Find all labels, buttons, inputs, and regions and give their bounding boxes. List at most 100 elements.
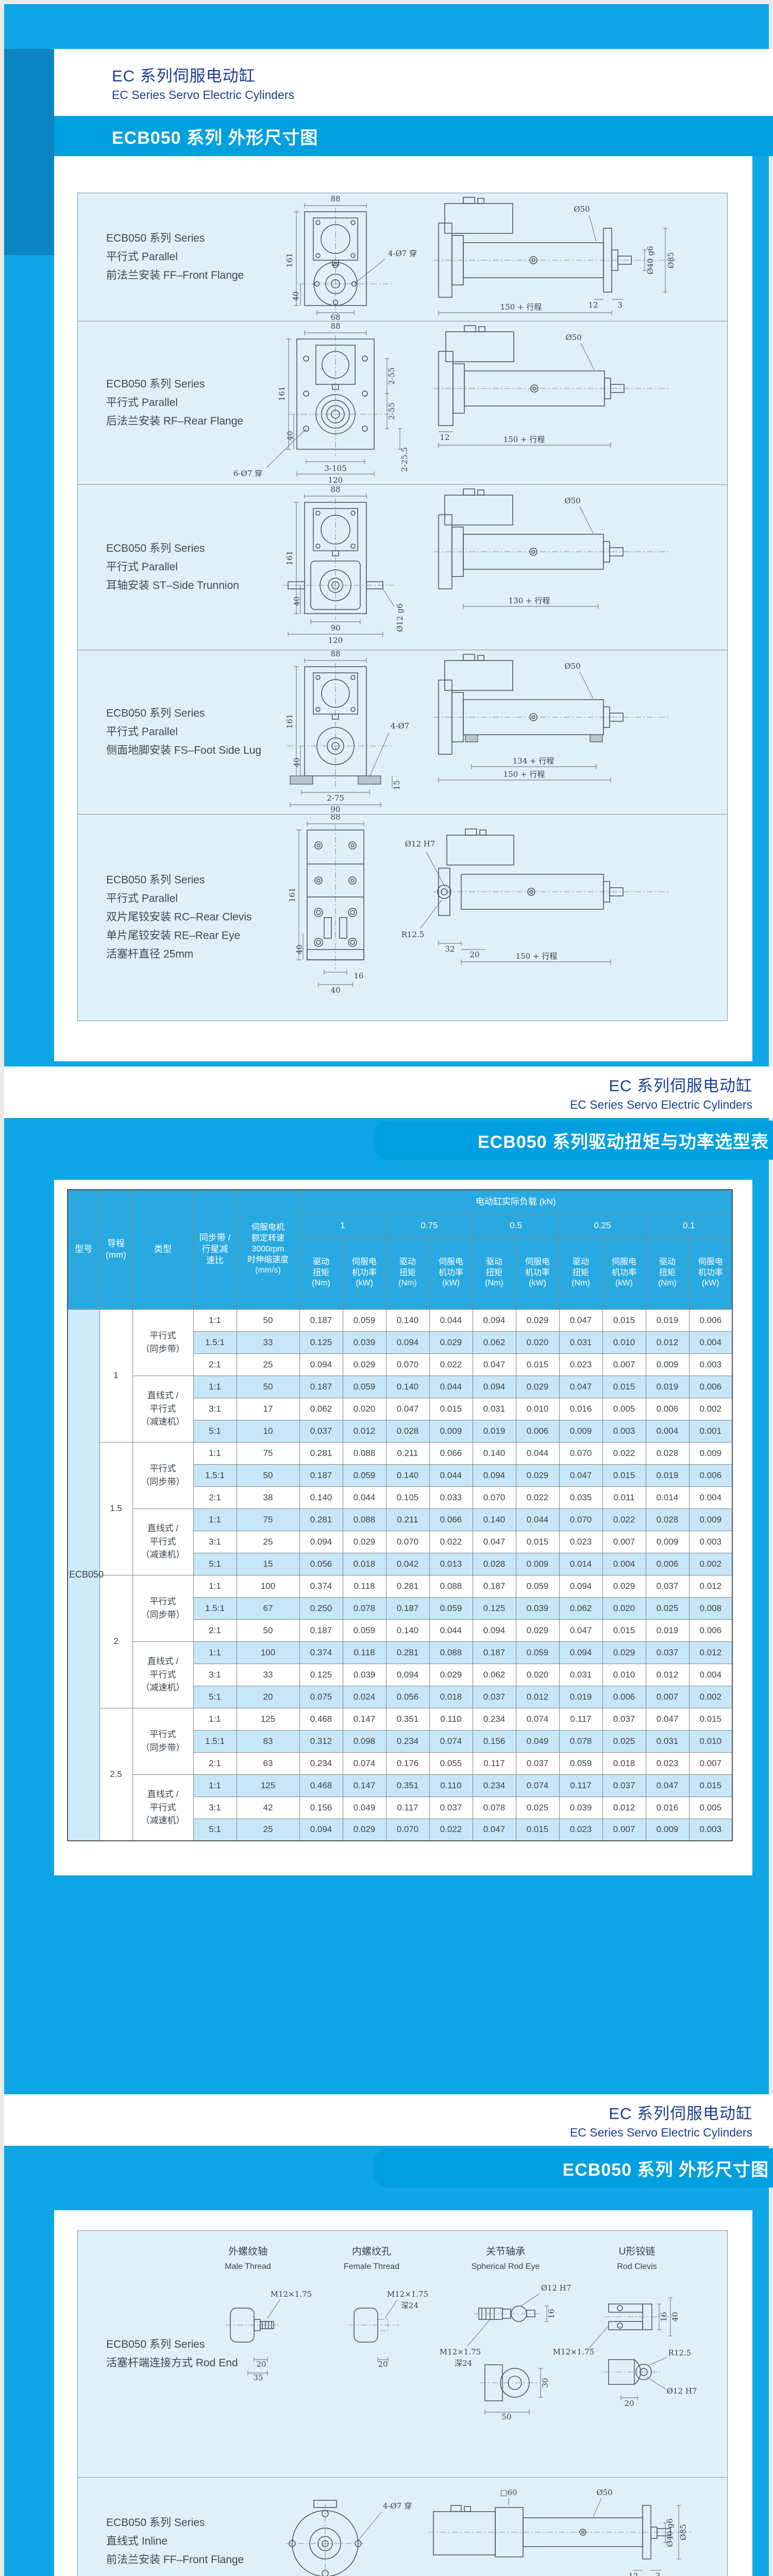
value-cell: 0.066 [429,1442,473,1465]
panel-label-line: 平行式 Parallel [106,725,178,738]
value-cell: 0.044 [515,1442,560,1465]
type-cell: 直线式 / 平行式 （减速机） [132,1508,194,1575]
value-cell: 0.023 [559,1530,603,1553]
value-cell: 0.059 [515,1574,560,1598]
dim-label: 150 + 行程 [503,435,545,444]
value-cell: 0.059 [342,1309,386,1332]
speed-cell: 50 [236,1619,300,1642]
ratio-cell: 1.5:1 [193,1597,237,1620]
speed-cell: 125 [236,1707,300,1731]
value-cell: 0.031 [645,1730,690,1753]
value-cell: 0.062 [472,1663,516,1686]
section-a-title-en: EC Series Servo Electric Cylinders [112,88,295,101]
panel-label-line: 直线式 Inline [106,2535,168,2547]
value-cell: 0.374 [299,1641,343,1664]
dim-label: 150 + 行程 [503,770,545,779]
value-cell: 0.019 [645,1619,690,1642]
panel-label-line: 前法兰安装 FF–Front Flange [106,2554,244,2566]
col-load-value: 0.1 [645,1214,733,1238]
drawing-parallel-rc: 88 161 40 16 40 [288,815,670,995]
panel-label-line: ECB050 系列 Series [106,378,205,390]
table-row: 5:1 15 0.056 0.018 0.042 0.013 0.028 0.009 0.014… [68,1552,733,1575]
table-row: 2.5 平行式 （同步带） 1:1 125 0.468 0.147 0.351 0.110 0.2… [68,1707,733,1841]
value-cell: 0.009 [429,1419,473,1443]
value-cell: 0.088 [342,1508,386,1531]
section-c-title-en: EC Series Servo Electric Cylinders [569,2126,752,2139]
table-row: 2:1 25 0.094 0.029 0.070 0.022 0.047 0.015 0.023… [68,1353,733,1376]
dim-label: R12.5 [668,2348,692,2358]
speed-cell: 15 [236,1552,300,1575]
dim-label: 20 [378,2360,388,2369]
dim-label: 3 [656,2571,661,2576]
side-view-outline [433,197,676,315]
panel-label: ECB050 系列 Series 平行式 Parallel 耳轴安装 ST–Si… [106,539,239,595]
speed-cell: 50 [236,1309,300,1332]
value-cell: 0.029 [515,1464,560,1487]
value-cell: 0.002 [688,1685,733,1708]
value-cell: 0.039 [559,1796,603,1819]
value-cell: 0.047 [559,1619,603,1642]
ratio-cell: 2:1 [193,1752,237,1775]
value-cell: 0.281 [299,1508,343,1531]
ratio-cell: 2:1 [193,1353,237,1376]
panel-label-line: ECB050 系列 Series [106,707,205,719]
dim-label: 30 [541,2378,550,2387]
value-cell: 0.094 [385,1663,430,1686]
rod-end-item-title: 关节轴承 [486,2246,525,2257]
dim-label: 161 [285,253,294,268]
side-view-outline [433,325,670,448]
value-cell: 0.047 [472,1353,516,1376]
value-cell: 0.078 [472,1796,516,1819]
table-row: 2:1 63 0.234 0.074 0.176 0.055 0.117 0.037 0.059… [68,1752,733,1775]
dim-label: 161 [285,714,294,729]
dim-label: 2-55 [387,402,396,420]
panel-label-line: 平行式 Parallel [106,561,178,573]
dim-label: 16 [547,2309,556,2318]
value-cell: 0.015 [688,1707,733,1731]
value-cell: 0.007 [688,1752,733,1775]
dim-label: □60 [500,2488,517,2497]
panel-label-line: 平行式 Parallel [106,892,178,905]
panel-label-line: ECB050 系列 Series [106,2516,205,2529]
dim-label: 40 [330,986,340,995]
value-cell: 0.094 [385,1331,430,1354]
col-torque: 驱动 扭矩 (Nm) [645,1236,690,1310]
value-cell: 0.156 [299,1796,343,1819]
section-a-sheet: ECB050 系列 Series 平行式 Parallel 前法兰安装 FF–F… [54,156,752,1061]
dim-label: Ø12 H7 [405,839,435,849]
speed-cell: 33 [236,1663,300,1686]
value-cell: 0.022 [515,1486,560,1509]
drawing-rod-end: 外螺纹轴 Male Thread 内螺纹孔 Female Thread 关节轴承… [225,2246,697,2421]
value-cell: 0.005 [688,1796,733,1819]
value-cell: 0.117 [559,1774,603,1797]
value-cell: 0.009 [645,1530,690,1553]
value-cell: 0.029 [515,1375,560,1398]
value-cell: 0.028 [385,1419,430,1443]
value-cell: 0.007 [645,1685,690,1708]
value-cell: 0.110 [429,1707,473,1731]
value-cell: 0.094 [559,1574,603,1598]
ratio-cell: 1:1 [193,1641,237,1664]
dim-label: Ø50 [596,2488,612,2497]
col-type: 类型 [132,1189,194,1310]
drawing-parallel-rf: 88 161 40 6-Ø7 穿 2-55 2-55 3-105 120 2-2… [233,321,670,484]
value-cell: 0.049 [342,1796,386,1819]
value-cell: 0.018 [602,1752,646,1775]
value-cell: 0.028 [645,1442,690,1465]
dim-label: Ø50 [565,333,581,342]
col-torque: 驱动 扭矩 (Nm) [385,1236,430,1310]
table-row: 2 平行式 （同步带） 1:1 100 0.374 0.118 0.281 0.088 0.187… [68,1574,733,1708]
value-cell: 0.023 [559,1818,603,1841]
value-cell: 0.187 [472,1574,516,1598]
dim-label: 120 [328,476,343,484]
panel-inline-ff: ECB050 系列 Series 直线式 Inline 前法兰安装 FF–Fro… [77,2477,728,2576]
dim-label: 2-55 [387,367,396,385]
panel-parallel-ff: ECB050 系列 Series 平行式 Parallel 前法兰安装 FF–F… [77,193,728,321]
table-row: 直线式 / 平行式 （减速机） 1:1 75 0.281 0.088 0.211 0.066 0.… [68,1508,733,1575]
drawing-inline-ff: 4-Ø7 穿 68 85 [286,2488,691,2576]
model-cell: ECB050 [67,1309,104,1841]
panel-label-line: 双片尾铰安装 RC–Rear Clevis [106,911,252,923]
value-cell: 0.070 [559,1442,603,1465]
female-thread-outline [349,2299,399,2362]
value-cell: 0.019 [645,1375,690,1398]
